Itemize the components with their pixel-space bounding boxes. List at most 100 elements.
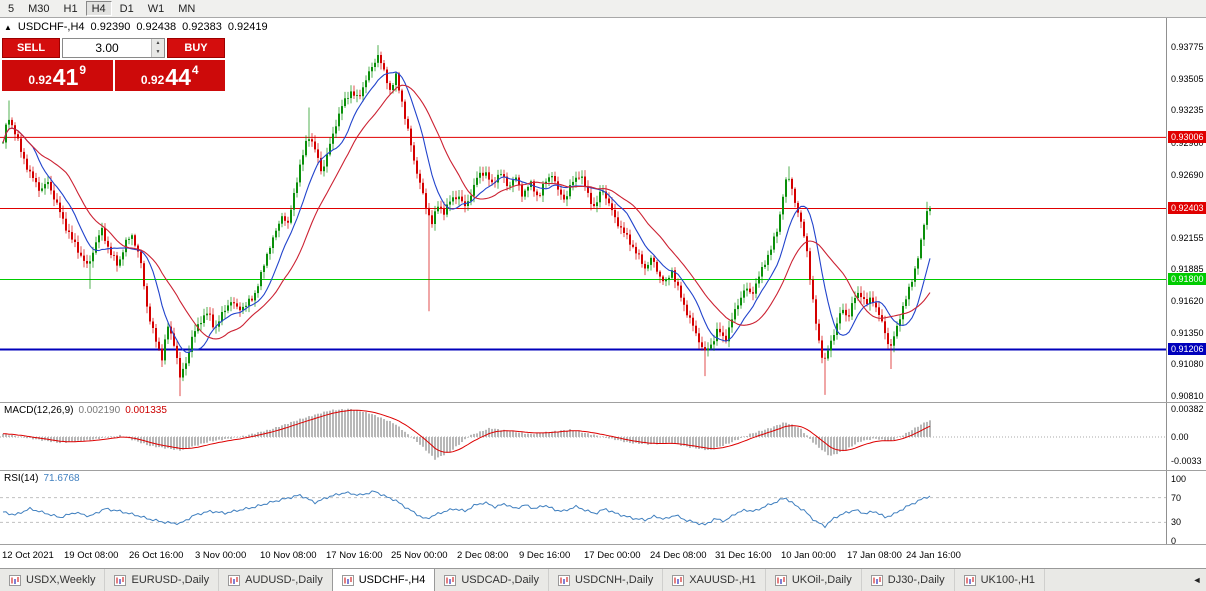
chart-tab-ukoil-daily[interactable]: UKOil-,Daily (766, 569, 862, 591)
chart-tab-icon (114, 574, 127, 586)
chart-tab-icon (963, 574, 976, 586)
price-axis[interactable]: 0.93775 0.93505 0.93235 0.92960 0.92690 0.924… (1166, 18, 1206, 402)
macd-indicator-label: MACD(12,26,9) 0.002190 0.001335 (4, 405, 167, 416)
timeframe-button-m30[interactable]: M30 (28, 3, 50, 15)
chart-tab-icon (672, 574, 685, 586)
main-chart-region[interactable]: ▲ USDCHF-,H4 0.92390 0.92438 0.92383 0.9… (0, 18, 1166, 402)
chart-tab-icon (341, 574, 354, 586)
volume-increase-button[interactable]: ▲ (152, 39, 164, 48)
chart-tab-icon (228, 574, 241, 586)
ohlc-low: 0.92383 (182, 21, 222, 33)
rsi-tick-label: 100 (1171, 474, 1187, 484)
ohlc-high: 0.92438 (136, 21, 177, 33)
macd-signal-value: 0.001335 (125, 405, 167, 416)
bid-price-main: 0.92 (28, 73, 52, 87)
chart-tab-xauusd-h1[interactable]: XAUUSD-,H1 (663, 569, 766, 591)
panel-divider (0, 544, 1206, 545)
macd-tick-label: 0.00 (1171, 432, 1189, 442)
one-click-trading-panel: SELL 3.00 ▲ ▼ BUY 0.92 41 9 0.92 (2, 38, 225, 91)
chart-symbol-label: USDCHF-,H4 (17, 21, 85, 33)
macd-panel[interactable]: MACD(12,26,9) 0.002190 0.001335 (0, 403, 1166, 470)
time-axis-label: 24 Dec 08:00 (650, 550, 707, 561)
ohlc-close: 0.92419 (227, 21, 268, 33)
ask-price-pips: 44 (165, 64, 191, 91)
time-axis-label: 24 Jan 16:00 (906, 550, 961, 561)
chart-tab-bar: USDX,Weekly EURUSD-,Daily AUDUSD-,Daily USD… (0, 568, 1206, 591)
macd-chart[interactable] (0, 403, 1166, 470)
rsi-tick-label: 0 (1171, 536, 1177, 546)
chart-tab-eurusd-daily[interactable]: EURUSD-,Daily (105, 569, 220, 591)
volume-input[interactable]: 3.00 ▲ ▼ (62, 38, 165, 58)
buy-button[interactable]: BUY (167, 38, 225, 58)
time-axis-label: 3 Nov 00:00 (195, 550, 247, 561)
sell-button[interactable]: SELL (2, 38, 60, 58)
chart-tab-icon (444, 574, 457, 586)
time-axis-label: 17 Nov 16:00 (326, 550, 383, 561)
time-axis-label: 10 Nov 08:00 (260, 550, 317, 561)
chart-tab-usdchf-h4[interactable]: USDCHF-,H4 (332, 569, 436, 591)
price-tick-label: 0.91080 (1171, 359, 1204, 369)
time-axis-label: 25 Nov 00:00 (391, 550, 448, 561)
timeframe-button-h4[interactable]: H4 (85, 1, 112, 16)
time-axis-label: 9 Dec 16:00 (519, 550, 571, 561)
volume-spinner: ▲ ▼ (151, 39, 164, 57)
chart-tab-icon (9, 574, 21, 586)
timeframe-toolbar: 5 M30 H1 H4 D1 W1 MN (0, 0, 1206, 18)
time-axis[interactable]: 12 Oct 2021 19 Oct 08:00 26 Oct 16:00 3 Nov… (0, 545, 1206, 568)
bid-price-pips: 41 (52, 64, 79, 91)
bid-price-point: 9 (79, 63, 87, 77)
price-tick-label: 0.90810 (1171, 391, 1204, 401)
ask-price-point: 4 (191, 63, 199, 77)
chart-tab-icon (557, 574, 570, 586)
ask-price-display[interactable]: 0.92 44 4 (114, 60, 225, 91)
chart-tab-audusd-daily[interactable]: AUDUSD-,Daily (219, 569, 333, 591)
time-axis-label: 31 Dec 16:00 (715, 550, 772, 561)
timeframe-button-w1[interactable]: W1 (147, 3, 165, 15)
time-axis-label: 10 Jan 00:00 (781, 550, 836, 561)
rsi-tick-label: 30 (1171, 517, 1182, 527)
chart-tab-icon (774, 574, 787, 586)
price-tick-label: 0.91350 (1171, 328, 1204, 338)
timeframe-button-5[interactable]: 5 (8, 3, 15, 15)
ohlc-open: 0.92390 (90, 21, 131, 33)
chart-tab-uk100-h1[interactable]: UK100-,H1 (955, 569, 1046, 591)
macd-tick-label: 0.00382 (1171, 404, 1204, 414)
timeframe-button-h1[interactable]: H1 (63, 3, 78, 15)
chart-tab-usdx-weekly[interactable]: USDX,Weekly (0, 569, 106, 591)
rsi-panel[interactable]: RSI(14) 71.6768 (0, 471, 1166, 544)
price-tick-label: 0.91885 (1171, 264, 1204, 274)
level-price-label: 0.92403 (1168, 202, 1206, 214)
rsi-tick-label: 70 (1171, 493, 1182, 503)
time-axis-label: 17 Jan 08:00 (847, 550, 902, 561)
price-tick-label: 0.93775 (1171, 42, 1204, 52)
chart-tab-icon (870, 574, 883, 586)
price-tick-label: 0.93235 (1171, 105, 1204, 115)
timeframe-button-d1[interactable]: D1 (119, 3, 134, 15)
candlestick-chart[interactable] (0, 18, 1166, 402)
macd-axis: 0.00382 0.00 -0.0033 (1166, 403, 1206, 470)
rsi-value: 71.6768 (43, 473, 80, 484)
tab-scroll-left-button[interactable]: ◄ (1192, 575, 1202, 585)
volume-decrease-button[interactable]: ▼ (152, 48, 164, 57)
rsi-chart[interactable] (0, 471, 1166, 544)
ask-price-main: 0.92 (140, 73, 165, 87)
price-tick-label: 0.92960 (1171, 138, 1204, 148)
level-price-label: 0.93006 (1168, 131, 1206, 143)
bid-price-display[interactable]: 0.92 41 9 (2, 60, 113, 91)
volume-value[interactable]: 3.00 (95, 41, 119, 55)
chart-tab-usdcad-daily[interactable]: USDCAD-,Daily (435, 569, 549, 591)
price-tick-label: 0.92690 (1171, 170, 1204, 180)
price-tick-label: 0.93505 (1171, 74, 1204, 84)
rsi-indicator-label: RSI(14) 71.6768 (4, 473, 80, 484)
chart-tab-usdcnh-daily[interactable]: USDCNH-,Daily (549, 569, 664, 591)
price-tick-label: 0.92155 (1171, 233, 1204, 243)
macd-tick-label: -0.0033 (1171, 456, 1202, 466)
collapse-panel-icon[interactable]: ▲ (4, 22, 12, 32)
chart-tab-dj30-daily[interactable]: DJ30-,Daily (862, 569, 955, 591)
time-axis-label: 19 Oct 08:00 (64, 550, 119, 561)
timeframe-button-mn[interactable]: MN (178, 3, 196, 15)
level-price-label: 0.91800 (1168, 273, 1206, 285)
panel-divider[interactable] (0, 402, 1206, 403)
level-price-label: 0.91206 (1168, 343, 1206, 355)
panel-divider[interactable] (0, 470, 1206, 471)
